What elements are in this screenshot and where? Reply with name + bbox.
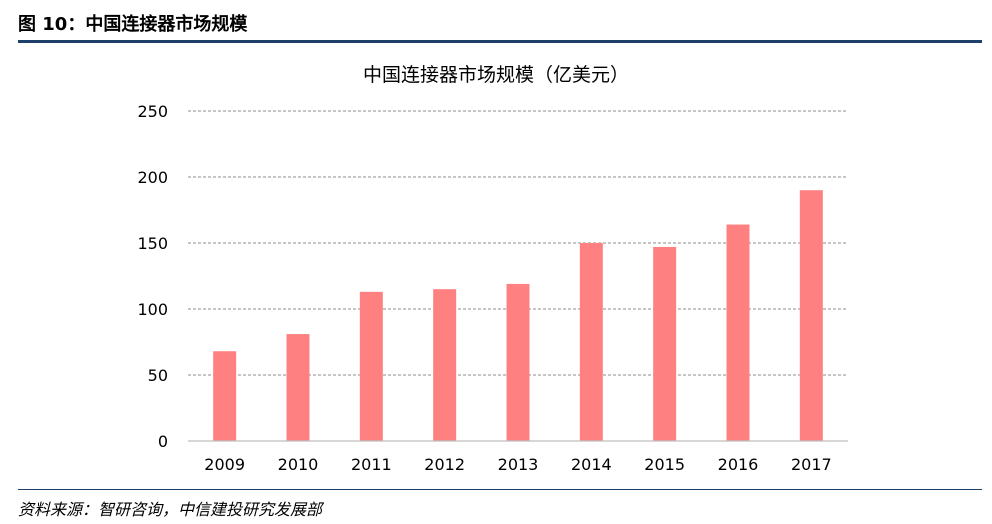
figure-title: 图 10：中国连接器市场规模 bbox=[18, 14, 248, 35]
bar-2011 bbox=[359, 291, 383, 441]
x-tick-labels: 2009 2010 2011 2012 2013 2014 2015 2016 2017 bbox=[204, 455, 831, 474]
y-tick-label: 50 bbox=[148, 366, 168, 385]
x-tick-label: 2012 bbox=[424, 455, 465, 474]
bar-2010 bbox=[286, 334, 310, 441]
source-note: 资料来源：智研咨询，中信建投研究发展部 bbox=[18, 500, 323, 519]
x-tick-label: 2014 bbox=[571, 455, 612, 474]
bar-2016 bbox=[726, 224, 750, 441]
y-tick-label: 150 bbox=[137, 234, 168, 253]
x-tick-label: 2017 bbox=[791, 455, 832, 474]
chart-title: 中国连接器市场规模（亿美元） bbox=[363, 64, 629, 86]
bar-2012 bbox=[433, 289, 457, 441]
y-tick-label: 0 bbox=[158, 432, 168, 451]
x-tick-label: 2015 bbox=[644, 455, 685, 474]
bar-2009 bbox=[213, 351, 237, 441]
x-tick-label: 2013 bbox=[498, 455, 539, 474]
footer-rule bbox=[18, 489, 982, 490]
bar-2013 bbox=[506, 283, 530, 441]
figure-header: 图 10：中国连接器市场规模 bbox=[18, 6, 982, 40]
header-rule bbox=[18, 40, 982, 43]
x-tick-label: 2016 bbox=[718, 455, 759, 474]
x-tick-label: 2010 bbox=[278, 455, 319, 474]
y-tick-label: 200 bbox=[137, 168, 168, 187]
chart-container: 中国连接器市场规模（亿美元） 0 50 100 150 200 250 2009 2010 2… bbox=[0, 45, 992, 485]
y-tick-label: 100 bbox=[137, 300, 168, 319]
bar-2017 bbox=[799, 190, 823, 441]
y-tick-labels: 0 50 100 150 200 250 bbox=[137, 102, 168, 451]
bars bbox=[213, 190, 823, 441]
x-tick-label: 2009 bbox=[204, 455, 245, 474]
x-tick-label: 2011 bbox=[351, 455, 392, 474]
y-tick-label: 250 bbox=[137, 102, 168, 121]
bar-2015 bbox=[653, 246, 677, 441]
bar-2014 bbox=[579, 243, 603, 441]
